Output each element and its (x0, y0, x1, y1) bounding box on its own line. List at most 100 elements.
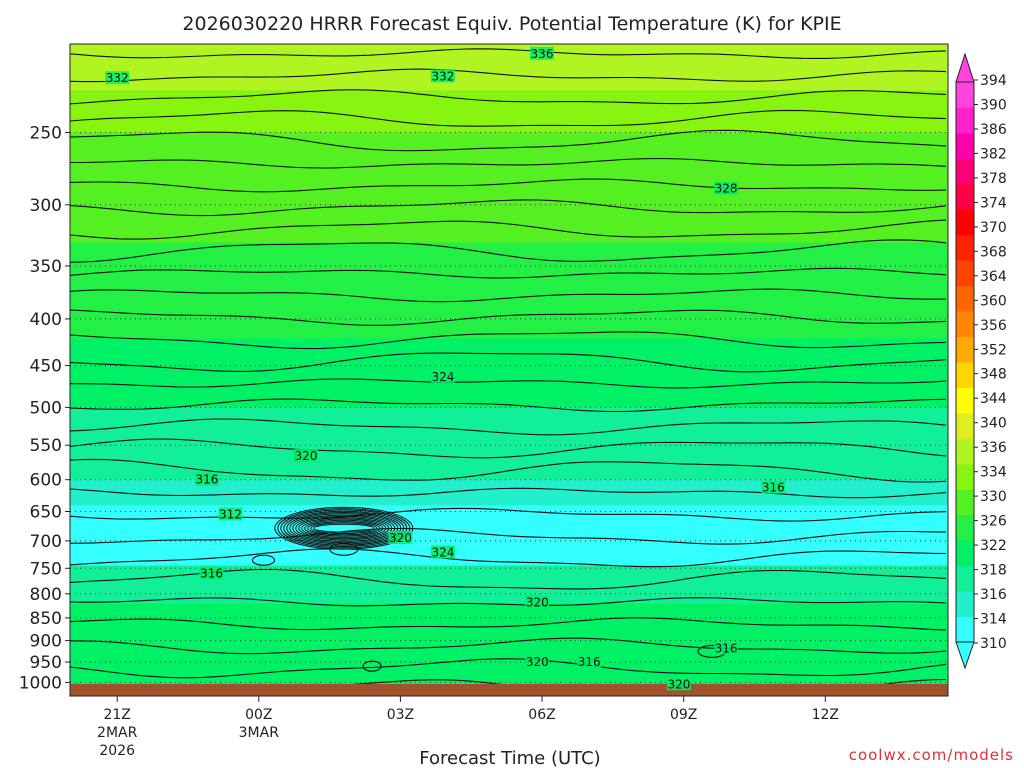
colorbar-segment (956, 565, 974, 592)
contour-line (70, 178, 947, 193)
colorbar-segment (956, 285, 974, 312)
contour-line (70, 109, 947, 127)
colorbar-label: 364 (980, 269, 1007, 285)
colorbar-segment (956, 412, 974, 439)
colorbar-label: 310 (980, 636, 1007, 652)
terrain-band (70, 684, 948, 696)
y-tick-label: 900 (30, 632, 62, 652)
y-tick-label: 700 (30, 532, 62, 552)
colorbar-segment (956, 591, 974, 618)
color-band (70, 242, 948, 339)
contour-line (70, 199, 947, 217)
contour-ring (310, 522, 378, 535)
colorbar-segment (956, 616, 974, 643)
contour-loop (362, 660, 382, 672)
y-tick-label: 350 (30, 257, 62, 277)
contour-label-bg (525, 595, 550, 609)
contour-label: 316 (762, 481, 785, 495)
colorbar-bottom-arrow (955, 641, 975, 670)
contour-line (70, 637, 947, 655)
colorbar-label: 318 (980, 563, 1007, 579)
colorbar-label: 390 (980, 98, 1007, 114)
contour-line (70, 219, 947, 240)
colorbar-segment (956, 260, 974, 287)
colorbar-segment (956, 362, 974, 388)
colorbar-label: 382 (980, 146, 1007, 162)
colorbar-label: 336 (980, 440, 1007, 456)
color-bands (70, 44, 948, 696)
contour-ring (286, 512, 402, 545)
contour-line (70, 239, 947, 263)
contour-line (70, 617, 947, 631)
contour-line (70, 352, 947, 373)
colorbar-segment (956, 489, 974, 516)
colorbar-label: 360 (980, 293, 1007, 309)
contour-label: 320 (667, 677, 690, 691)
contour-label: 324 (431, 546, 454, 560)
color-band (70, 603, 948, 637)
colorbar-label: 368 (980, 244, 1007, 260)
x-tick-label: 06Z (528, 707, 555, 723)
colorbar-segment (956, 82, 974, 108)
contour-label: 320 (295, 449, 318, 463)
contour-label: 316 (578, 655, 601, 669)
contour-ring (307, 521, 381, 536)
contour-line (70, 458, 947, 483)
y-tick-label: 750 (30, 559, 62, 579)
colorbar-segment (956, 183, 974, 210)
contour-line (70, 68, 947, 83)
contour-line (70, 309, 947, 326)
colorbar-label: 326 (980, 514, 1007, 530)
y-tick-label: 600 (30, 471, 62, 491)
colorbar: 310 314 316 318 322 326 330 334 336 340 344 348 352 3… (955, 52, 1007, 670)
colorbar-label: 378 (980, 171, 1007, 187)
contour-label-bg (194, 472, 219, 486)
y-axis: 250 300 350 400 450 500 550 600 650 700 750 800 850 9… (19, 124, 70, 693)
colorbar-segment (956, 463, 974, 490)
x-tick-label: 00Z (245, 707, 272, 723)
colorbar-segment (956, 514, 974, 541)
contour-line (70, 89, 947, 105)
contour-ring (301, 518, 387, 538)
x-axis-label: Forecast Time (UTC) (419, 748, 600, 768)
x-tick-date: 3MAR (239, 725, 280, 741)
contour-line (70, 418, 947, 436)
x-tick-label: 12Z (812, 707, 839, 723)
colorbar-segment (956, 107, 974, 134)
contour-label-bg (525, 655, 550, 668)
contour-label: 336 (531, 47, 554, 61)
contour-label-bg (430, 69, 455, 83)
contour-ring (280, 509, 408, 548)
contour-line (70, 288, 947, 303)
x-axis: 21Z 2MAR 2026 00Z 3MAR 03Z 06Z 09Z 12Z (97, 696, 839, 759)
contour-label: 332 (106, 71, 129, 85)
x-tick-label: 21Z (103, 707, 130, 723)
contour-ring (295, 515, 393, 541)
contour-label-bg (294, 448, 318, 462)
y-tick-label: 250 (30, 124, 62, 144)
contour-line (70, 658, 947, 679)
colorbar-label: 394 (980, 73, 1007, 89)
contour-label-bg (530, 46, 554, 60)
y-tick-label: 400 (30, 310, 62, 330)
colorbar-segment (956, 387, 974, 414)
contour-label-bg (761, 480, 786, 494)
contour-label: 316 (715, 641, 738, 655)
contour-line (70, 331, 947, 350)
contour-label-bg (218, 507, 243, 521)
colorbar-label: 322 (980, 538, 1007, 554)
colorbar-label: 314 (980, 612, 1007, 628)
contour-line (70, 507, 947, 522)
color-band (70, 44, 948, 91)
colorbar-label: 330 (980, 489, 1007, 505)
y-tick-label: 950 (30, 653, 62, 673)
contour-line (70, 438, 947, 459)
colorbar-segment (956, 158, 974, 185)
contour-line (70, 267, 947, 279)
contour-line (70, 129, 947, 152)
contour-ring (274, 506, 414, 550)
contour-label-bg (577, 655, 602, 668)
credit-text: coolwx.com/models (849, 746, 1014, 764)
contour-label-bg (388, 531, 413, 544)
